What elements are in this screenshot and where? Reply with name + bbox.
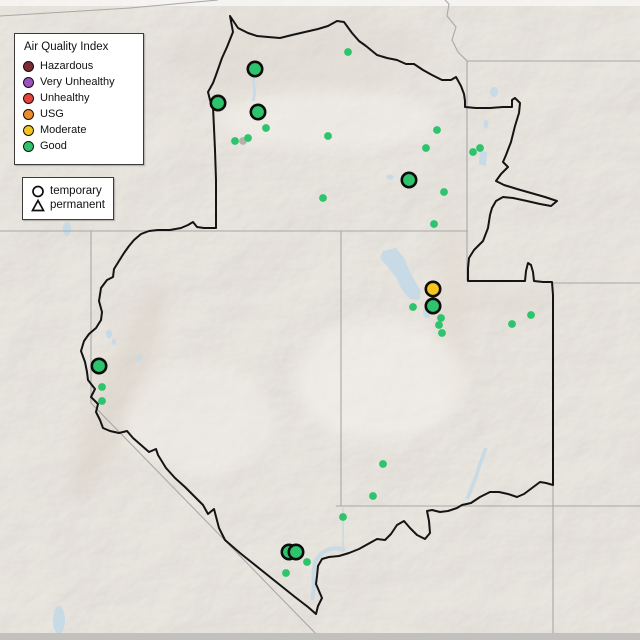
aqi-color-swatch: [23, 125, 34, 136]
aqi-color-swatch: [23, 109, 34, 120]
aqi-color-swatch: [23, 141, 34, 152]
legend-item-label: Very Unhealthy: [40, 76, 115, 88]
aqi-marker-temporary-good[interactable]: [90, 357, 108, 375]
legend-item-very-unhealthy: Very Unhealthy: [23, 76, 135, 89]
great-salt-lake: [380, 248, 421, 300]
aqi-marker-permanent-good[interactable]: [438, 329, 446, 337]
aqi-legend-items: Hazardous Very Unhealthy Unhealthy USG Moder…: [23, 60, 135, 153]
aqi-marker-permanent-good[interactable]: [527, 311, 535, 319]
legend-item-label: Moderate: [40, 124, 87, 136]
aqi-marker-permanent-good[interactable]: [422, 144, 430, 152]
circle-icon: [32, 185, 44, 198]
aqi-marker-permanent-good[interactable]: [435, 321, 443, 329]
aqi-marker-temporary-good[interactable]: [246, 60, 264, 78]
type-label-permanent: permanent: [50, 199, 105, 211]
legend-item-hazardous: Hazardous: [23, 60, 135, 73]
aqi-marker-permanent-good[interactable]: [98, 397, 106, 405]
triangle-icon: [31, 199, 45, 212]
type-row-temporary: temporary: [31, 185, 105, 198]
aqi-marker-permanent-good[interactable]: [409, 303, 417, 311]
aqi-marker-permanent-good[interactable]: [344, 48, 352, 56]
goose-lake: [63, 222, 71, 236]
aqi-marker-temporary-good[interactable]: [209, 94, 227, 112]
aqi-color-swatch: [23, 61, 34, 72]
aqi-marker-permanent-good[interactable]: [437, 314, 445, 322]
aqi-legend: Air Quality Index Hazardous Very Unhealth…: [14, 33, 144, 165]
aqi-marker-temporary-good[interactable]: [249, 103, 267, 121]
aqi-marker-permanent-good[interactable]: [433, 126, 441, 134]
sevier-river: [465, 447, 488, 500]
aqi-marker-temporary-moderate[interactable]: [424, 280, 442, 298]
legend-item-label: USG: [40, 108, 64, 120]
aqi-marker-permanent-good[interactable]: [303, 558, 311, 566]
aqi-marker-permanent-good[interactable]: [339, 513, 347, 521]
aqi-marker-permanent-good[interactable]: [282, 569, 290, 577]
aqi-marker-permanent-good[interactable]: [440, 188, 448, 196]
bear-lake: [479, 150, 487, 166]
aqi-color-swatch: [23, 77, 34, 88]
aqi-marker-permanent-good[interactable]: [324, 132, 332, 140]
aqi-marker-permanent-good[interactable]: [369, 492, 377, 500]
legend-item-label: Hazardous: [40, 60, 94, 72]
aqi-marker-permanent-good[interactable]: [262, 124, 270, 132]
aqi-marker-permanent-good[interactable]: [319, 194, 327, 202]
type-row-permanent: permanent: [31, 199, 105, 212]
aqi-legend-title: Air Quality Index: [24, 41, 109, 53]
colorado-river: [310, 546, 346, 601]
legend-item-usg: USG: [23, 108, 135, 121]
aqi-marker-layer: [90, 48, 535, 577]
aqi-marker-permanent-good[interactable]: [244, 134, 252, 142]
aqi-marker-permanent-good[interactable]: [98, 383, 106, 391]
aqi-marker-temporary-good[interactable]: [287, 543, 305, 561]
region-boundary: [80, 15, 558, 615]
aqi-marker-permanent-good[interactable]: [469, 148, 477, 156]
snake-river: [251, 76, 256, 102]
aqi-marker-temporary-good[interactable]: [400, 171, 418, 189]
legend-item-label: Unhealthy: [40, 92, 90, 104]
aqi-marker-permanent-good[interactable]: [379, 460, 387, 468]
legend-item-unhealthy: Unhealthy: [23, 92, 135, 105]
aqi-marker-permanent-good[interactable]: [508, 320, 516, 328]
map-edge-band: [0, 633, 640, 640]
water-features: [53, 76, 498, 634]
aqi-color-swatch: [23, 93, 34, 104]
monitor-type-legend: temporary permanent: [22, 177, 114, 220]
aqi-marker-permanent-good[interactable]: [430, 220, 438, 228]
aqi-marker-permanent-good[interactable]: [476, 144, 484, 152]
type-label-temporary: temporary: [50, 185, 102, 197]
legend-item-moderate: Moderate: [23, 124, 135, 137]
legend-item-label: Good: [40, 140, 67, 152]
legend-item-good: Good: [23, 140, 135, 153]
aqi-marker-temporary-good[interactable]: [424, 297, 442, 315]
aqi-marker-permanent-good[interactable]: [231, 137, 239, 145]
